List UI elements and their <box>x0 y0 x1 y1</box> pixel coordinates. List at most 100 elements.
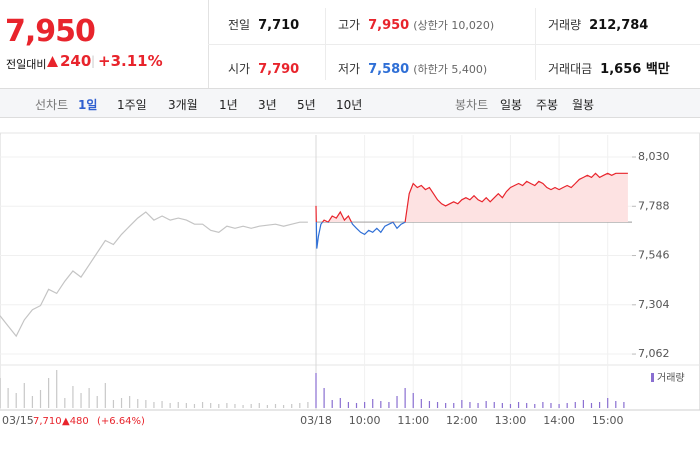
area <box>316 173 628 223</box>
line <box>315 222 406 249</box>
x-tick-label: 15:00 <box>592 414 624 427</box>
volume-bar <box>558 404 560 408</box>
annotation: (+6.64%) <box>97 416 145 427</box>
volume-bar <box>493 402 495 408</box>
price: 7,950 <box>5 14 96 49</box>
volume-bar <box>445 403 447 408</box>
volume-bar <box>485 401 487 408</box>
legend-swatch <box>651 373 654 382</box>
volume-bar <box>380 401 382 408</box>
volume-bar <box>145 400 147 408</box>
stat-label: 고가 <box>338 18 361 32</box>
volume-bar <box>598 402 601 408</box>
volume-bar <box>31 396 34 408</box>
volume-bar <box>331 400 333 408</box>
volume-bar <box>404 388 406 408</box>
tab[interactable]: 3년 <box>258 98 277 112</box>
tab[interactable]: 1년 <box>219 98 238 112</box>
volume-bar <box>339 398 341 408</box>
volume-bar <box>615 401 617 408</box>
divider <box>325 8 326 80</box>
x-tick-label: 03/15 <box>2 414 34 427</box>
volume-bar <box>347 402 350 408</box>
x-tick-label: 13:00 <box>495 414 527 427</box>
y-tick-label: 8,030 <box>638 150 670 163</box>
tab[interactable]: 주봉 <box>536 98 559 112</box>
volume-bar <box>364 402 366 408</box>
change: 240 <box>60 52 92 70</box>
tab[interactable]: 일봉 <box>500 98 523 112</box>
volume-bar <box>39 390 42 408</box>
y-tick-label: 7,546 <box>638 249 670 262</box>
volume-bar <box>623 402 625 408</box>
stat-value: 7,950 <box>368 18 410 33</box>
volume-bar <box>201 402 204 408</box>
volume-bar <box>323 388 325 408</box>
volume-bar <box>461 400 463 408</box>
up-arrow <box>47 56 58 67</box>
stat: 저가 7,580 (하한가 5,400) <box>338 58 487 77</box>
volume-bar <box>258 403 260 408</box>
tab-group-label: 봉차트 <box>455 98 489 112</box>
volume-bar <box>307 402 309 408</box>
stat-value: 212,784 <box>589 18 649 33</box>
volume-bar <box>64 398 66 408</box>
volume-bar <box>607 398 609 408</box>
volume-bar <box>226 403 228 408</box>
volume-bar <box>526 403 528 408</box>
volume-bar <box>23 383 25 408</box>
x-tick-label: 11:00 <box>397 414 429 427</box>
stat-note: (하한가 5,400) <box>413 63 488 76</box>
x-tick-label: 03/18 <box>300 414 332 427</box>
volume-bar <box>477 403 479 408</box>
stat-label: 저가 <box>338 62 361 76</box>
volume-bar <box>56 370 58 408</box>
volume-bar <box>517 402 520 408</box>
volume-bar <box>185 403 187 408</box>
stat: 거래대금 1,656 백만 <box>548 58 670 77</box>
stat-value: 7,580 <box>368 62 410 77</box>
volume-bar <box>566 403 568 408</box>
tab-bar: 선차트 1일 1주일 3개월 1년 3년 5년 10년 봉차트 일봉 주봉 월봉 <box>0 88 700 118</box>
volume-bar <box>501 403 503 408</box>
volume-bar <box>137 399 139 408</box>
volume-bar <box>453 403 455 408</box>
volume-bar <box>550 403 552 408</box>
volume-bar <box>88 388 90 408</box>
volume-bar <box>15 393 17 408</box>
tab-group-label: 선차트 <box>35 98 69 112</box>
volume-bar <box>355 403 358 408</box>
volume-bar <box>436 402 439 408</box>
stat-value: 7,710 <box>258 18 300 33</box>
tab[interactable]: 1일 <box>78 98 98 112</box>
stat: 거래량 212,784 <box>548 14 648 33</box>
tab[interactable]: 3개월 <box>168 98 198 112</box>
volume-bar <box>218 404 220 408</box>
volume-bar <box>80 393 82 408</box>
volume-bar <box>177 402 179 408</box>
volume-bar <box>428 401 431 408</box>
tab[interactable]: 월봉 <box>572 98 595 112</box>
tab[interactable]: 5년 <box>297 98 316 112</box>
volume-bar <box>396 396 398 408</box>
y-tick-label: 7,788 <box>638 199 670 212</box>
volume-bar <box>242 405 244 408</box>
line <box>315 172 628 223</box>
tab[interactable]: 1주일 <box>117 98 147 112</box>
line <box>0 211 308 338</box>
volume-bar <box>420 399 422 408</box>
volume-bar <box>0 378 1 408</box>
volume-bar <box>274 404 277 408</box>
annotation: ▲480 <box>62 416 89 427</box>
volume-bar <box>282 405 285 408</box>
stat-value: 1,656 백만 <box>600 62 670 77</box>
annotation: 7,710 <box>33 416 62 427</box>
x-tick-label: 12:00 <box>446 414 478 427</box>
volume-bar <box>210 403 212 408</box>
stat-label: 거래량 <box>548 18 582 32</box>
volume-bar <box>234 404 236 408</box>
volume-bar <box>469 402 471 408</box>
volume-bar <box>266 405 268 408</box>
tab[interactable]: 10년 <box>336 98 363 112</box>
